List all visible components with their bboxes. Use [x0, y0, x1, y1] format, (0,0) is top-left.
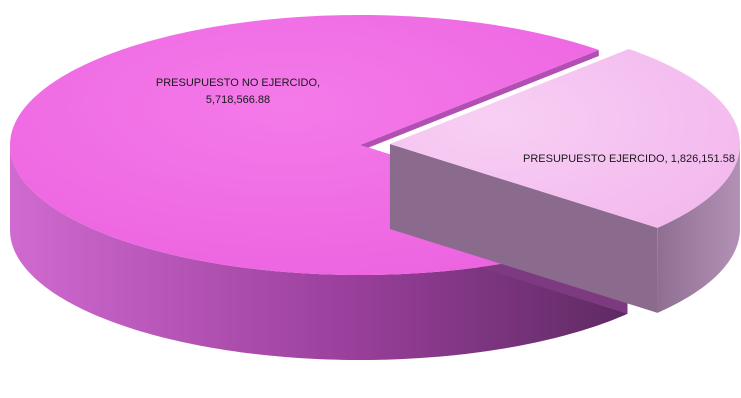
pie-slices-layer: [10, 15, 740, 360]
data-label-presupuesto-no-ejercido: PRESUPUESTO NO EJERCIDO, 5,718,566.88: [156, 77, 320, 106]
data-label-presupuesto-ejercido: PRESUPUESTO EJERCIDO, 1,826,151.58: [523, 153, 735, 165]
slice-edge-face: [360, 49, 599, 151]
slice-presupuesto-ejercido: [389, 48, 740, 228]
slice-side-presupuesto-ejercido: [657, 144, 740, 313]
slice-side-presupuesto-no-ejercido: [10, 145, 628, 360]
data-labels-layer: PRESUPUESTO NO EJERCIDO, 5,718,566.88 PRES…: [156, 77, 735, 165]
slice-wall-presupuesto-ejercido: [389, 144, 658, 313]
